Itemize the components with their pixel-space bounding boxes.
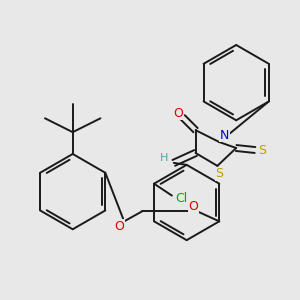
Text: O: O xyxy=(173,107,183,120)
Text: S: S xyxy=(258,145,266,158)
Text: S: S xyxy=(215,167,223,180)
Text: N: N xyxy=(220,129,229,142)
Text: O: O xyxy=(189,200,198,213)
Text: Cl: Cl xyxy=(176,192,188,205)
Text: H: H xyxy=(160,153,168,163)
Text: O: O xyxy=(114,220,124,233)
